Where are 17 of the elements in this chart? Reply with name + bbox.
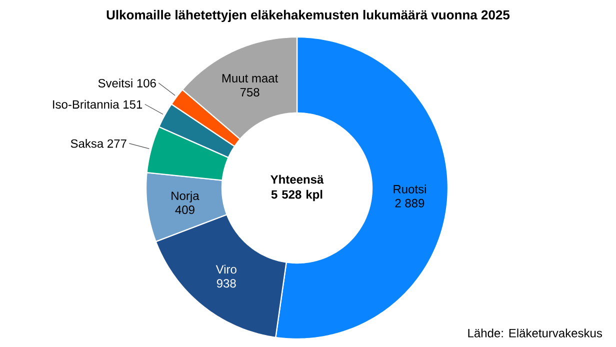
slice-label: Norja: [172, 191, 200, 202]
slice-label: Muut maat: [222, 74, 278, 82]
text: Lähde: Eläketurvakeskus: [468, 328, 602, 338]
data-label: 758: [240, 88, 260, 96]
slice-label: Saksa: [70, 139, 104, 148]
data-label: 277: [108, 139, 126, 148]
slice-label: Sveitsi: [98, 78, 132, 88]
text: Yhteensä 5 528 kpl: [270, 174, 324, 202]
slice-label: Ruotsi: [394, 184, 426, 194]
data-label: 2 889: [395, 198, 424, 208]
slice-label: Iso-Britannia: [53, 100, 120, 109]
chart-title: Ulkomaille lähetettyjen eläkehakemusten lukumäärä vuonna 2025: [106, 10, 510, 22]
slice-label: Viro: [216, 264, 236, 274]
data-label: 106: [137, 78, 156, 88]
data-label: 151: [124, 100, 142, 109]
data-label: 938: [216, 279, 236, 288]
data-label: 409: [175, 206, 194, 214]
